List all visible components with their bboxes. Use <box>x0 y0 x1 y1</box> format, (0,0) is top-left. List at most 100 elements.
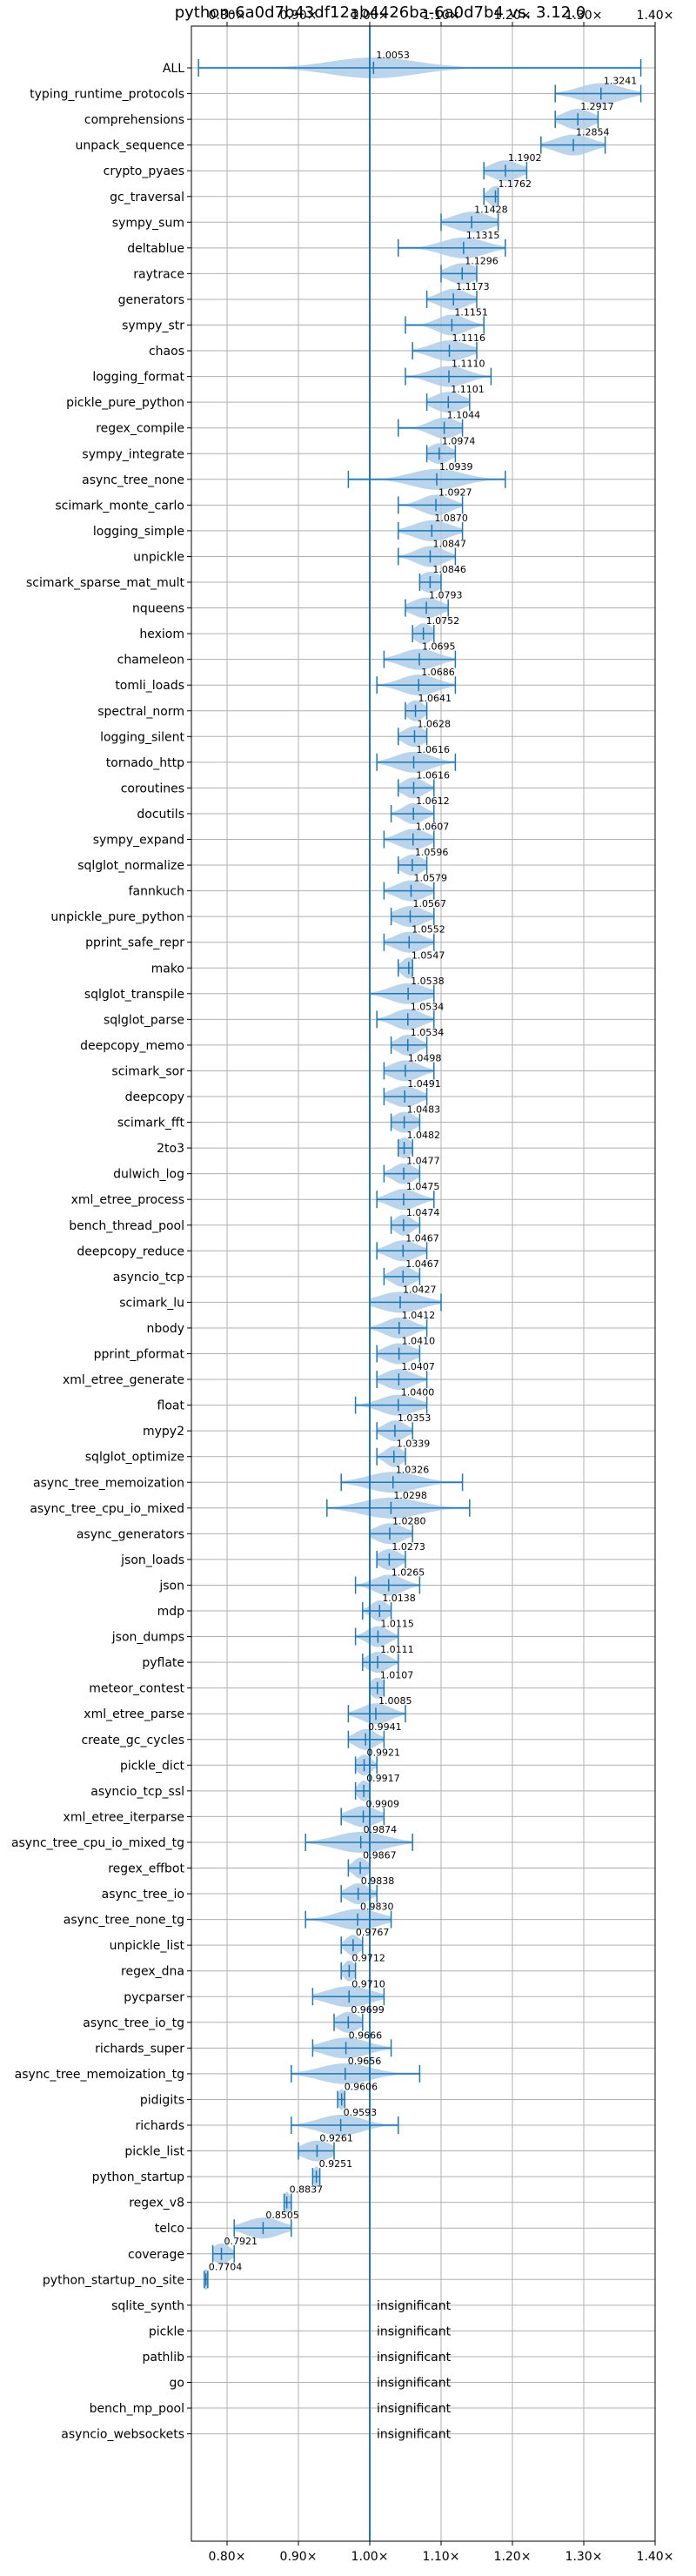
benchmark-label: scimark_sparse_mat_mult <box>26 576 184 590</box>
value-label: 0.9921 <box>367 1747 401 1758</box>
benchmark-label: async_tree_cpu_io_mixed <box>30 1502 184 1516</box>
insignificant-label: insignificant <box>377 2377 452 2391</box>
insignificant-label: insignificant <box>377 2351 452 2365</box>
value-label: 1.0483 <box>407 1104 441 1116</box>
x-tick-label-bottom: 1.00× <box>351 2550 389 2564</box>
benchmark-label: async_tree_io_tg <box>83 2016 184 2030</box>
benchmark-label: async_tree_cpu_io_mixed_tg <box>11 1836 184 1850</box>
benchmark-label: richards_super <box>95 2042 184 2056</box>
value-label: 1.0641 <box>418 693 452 704</box>
value-label: 1.1173 <box>456 281 490 292</box>
value-label: 1.0793 <box>429 590 463 601</box>
value-label: 1.0616 <box>417 769 450 781</box>
benchmark-label: gc_traversal <box>110 191 184 205</box>
value-label: 1.1315 <box>466 230 500 241</box>
benchmark-label: deltablue <box>127 242 184 256</box>
benchmark-label: chaos <box>149 345 184 359</box>
benchmark-label: dulwich_log <box>113 1168 184 1182</box>
benchmark-label: scimark_sor <box>111 1064 184 1078</box>
value-label: 1.1116 <box>452 332 486 344</box>
value-label: 1.0612 <box>416 795 449 807</box>
benchmark-label: unpickle <box>133 550 184 564</box>
benchmark-label: coroutines <box>121 782 184 795</box>
value-label: 0.9251 <box>319 2158 353 2170</box>
benchmark-label: 2to3 <box>157 1142 184 1156</box>
value-label: 1.0326 <box>396 1464 430 1475</box>
benchmark-label: asyncio_websockets <box>61 2428 184 2442</box>
value-label: 1.0628 <box>417 718 450 729</box>
benchmark-label: xml_etree_parse <box>84 1707 184 1721</box>
benchmark-label: json_dumps <box>111 1631 184 1645</box>
value-label: 1.0927 <box>438 486 472 498</box>
benchmark-label: pathlib <box>143 2351 185 2365</box>
value-label: 0.9593 <box>344 2107 378 2118</box>
value-label: 1.1101 <box>451 384 485 395</box>
benchmark-label: coverage <box>128 2248 184 2262</box>
benchmark-label: sympy_str <box>122 319 184 333</box>
benchmark-label: go <box>170 2377 184 2391</box>
benchmark-label: docutils <box>137 808 184 822</box>
benchmark-label: bench_thread_pool <box>69 1219 184 1233</box>
value-label: 0.9710 <box>351 1978 385 1989</box>
benchmark-label: sqlite_synth <box>111 2299 184 2313</box>
benchmark-label: async_tree_none <box>82 473 184 487</box>
value-label: 0.9656 <box>348 2056 382 2067</box>
benchmark-label: python_startup <box>92 2170 184 2184</box>
benchmark-label: sqlglot_transpile <box>84 988 184 1002</box>
benchmark-label: deepcopy_memo <box>80 1039 184 1053</box>
value-label: 1.0498 <box>408 1052 442 1063</box>
insignificant-label: insignificant <box>377 2324 452 2338</box>
value-label: 1.0567 <box>412 898 446 909</box>
benchmark-label: bench_mp_pool <box>90 2402 184 2416</box>
benchmark-label: scimark_monte_carlo <box>55 499 184 513</box>
benchmark-label: logging_silent <box>100 730 184 744</box>
x-ticks-bottom: 0.80× 0.90× 1.00× 1.10× 1.20× 1.30× 1.40× <box>209 2541 673 2564</box>
value-label: 0.8505 <box>265 2210 299 2221</box>
value-label: 1.1151 <box>454 307 488 319</box>
value-label: 1.0467 <box>405 1258 439 1270</box>
benchmark-label: sqlglot_normalize <box>77 859 184 873</box>
benchmark-label: json <box>158 1579 184 1593</box>
benchmark-label: unpack_sequence <box>76 139 184 153</box>
error-bars <box>197 59 642 2289</box>
value-label: 0.9767 <box>356 1927 390 1938</box>
benchmark-label: sqlglot_parse <box>104 1013 184 1027</box>
benchmark-label: xml_etree_iterparse <box>64 1810 184 1824</box>
benchmark-label: pyflate <box>142 1656 184 1670</box>
x-tick-label-top: 1.40× <box>637 9 674 23</box>
value-label: 1.0298 <box>393 1490 427 1501</box>
value-label: 1.3241 <box>604 76 638 87</box>
value-label: 1.0547 <box>412 949 445 961</box>
benchmark-label: unpickle_list <box>110 1939 185 1953</box>
value-label: 0.9699 <box>351 2004 385 2016</box>
benchmark-label: regex_effbot <box>108 1862 184 1876</box>
x-tick-label-top: 0.90× <box>280 9 318 23</box>
value-label: 1.0053 <box>376 50 410 61</box>
benchmark-label: nbody <box>147 1322 185 1336</box>
benchmark-label: mako <box>151 962 184 976</box>
benchmark-label: pycparser <box>124 1990 184 2004</box>
value-label: 1.0870 <box>434 513 467 524</box>
benchmark-label: regex_compile <box>96 422 184 436</box>
x-tick-label-bottom: 1.20× <box>494 2550 532 2564</box>
benchmark-label: scimark_lu <box>119 1296 184 1310</box>
benchmark-label: pprint_pformat <box>94 1348 185 1362</box>
benchmark-label: regex_v8 <box>129 2197 184 2210</box>
benchmark-label: tornado_http <box>106 756 184 770</box>
benchmark-label: async_generators <box>77 1527 184 1541</box>
value-label: 0.7704 <box>209 2261 243 2272</box>
value-label: 1.0138 <box>382 1593 416 1604</box>
benchmark-label: async_tree_memoization_tg <box>15 2068 184 2082</box>
benchmark-label: mypy2 <box>143 1425 184 1439</box>
value-label: 1.0115 <box>380 1619 414 1630</box>
x-tick-label-top: 1.10× <box>423 9 460 23</box>
benchmark-label: sqlglot_optimize <box>85 1451 184 1465</box>
benchmark-label: logging_format <box>92 371 184 385</box>
benchmark-label: pickle <box>149 2324 184 2338</box>
value-label: 1.0552 <box>412 924 445 936</box>
benchmark-label: richards <box>136 2119 185 2133</box>
plot-frame <box>191 25 656 2542</box>
benchmark-label: pprint_safe_repr <box>85 936 184 950</box>
value-label: 1.1296 <box>465 255 499 266</box>
